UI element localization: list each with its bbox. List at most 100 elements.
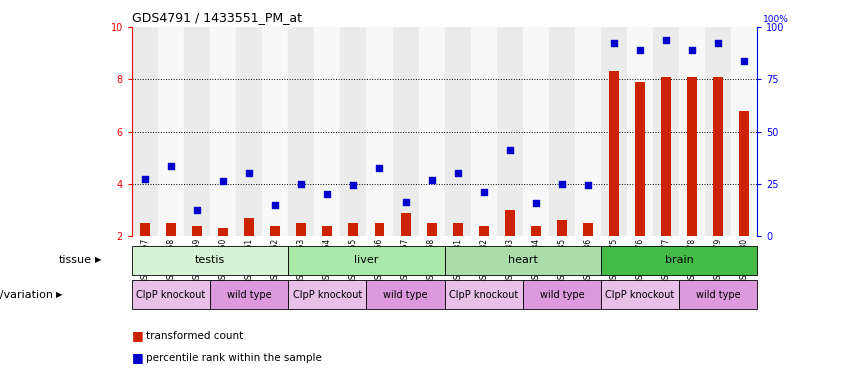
Point (346, 182, 360, 188)
Bar (210, 27, 236, 236)
Bar (288, 27, 314, 236)
Bar (601, 246, 757, 275)
Bar (635, 82, 645, 236)
Point (451, 170, 465, 177)
Text: ClpP knockout: ClpP knockout (136, 290, 206, 300)
Bar (367, 27, 392, 236)
Bar (340, 27, 367, 236)
Bar (401, 213, 410, 236)
Bar (445, 27, 471, 236)
Bar (627, 27, 654, 236)
Bar (445, 246, 601, 275)
Text: heart: heart (508, 255, 538, 265)
Point (425, 177, 438, 183)
Bar (132, 280, 210, 309)
Text: ClpP knockout: ClpP knockout (606, 290, 675, 300)
Point (268, 202, 282, 208)
Bar (731, 27, 757, 236)
Point (138, 175, 151, 182)
Text: brain: brain (665, 255, 694, 265)
Bar (244, 218, 254, 236)
Bar (323, 226, 333, 236)
Point (685, 47, 699, 53)
Text: transformed count: transformed count (146, 331, 243, 341)
Bar (654, 27, 679, 236)
Bar (471, 27, 497, 236)
Bar (705, 27, 731, 236)
Bar (218, 228, 228, 236)
Bar (601, 27, 627, 236)
Bar (609, 71, 619, 236)
Bar (713, 76, 723, 236)
Point (529, 200, 543, 207)
Bar (236, 27, 262, 236)
Bar (210, 280, 288, 309)
Text: ■: ■ (132, 351, 144, 364)
Text: testis: testis (195, 255, 226, 265)
Bar (288, 246, 445, 275)
Point (477, 189, 490, 195)
Point (164, 162, 178, 169)
Text: percentile rank within the sample: percentile rank within the sample (146, 353, 323, 363)
Bar (688, 76, 697, 236)
Bar (262, 27, 288, 236)
Bar (140, 223, 150, 236)
Text: ClpP knockout: ClpP knockout (449, 290, 518, 300)
Bar (271, 226, 280, 236)
Point (321, 191, 334, 197)
Point (243, 170, 256, 177)
Bar (419, 27, 445, 236)
Bar (679, 280, 757, 309)
Point (555, 181, 568, 187)
Point (373, 165, 386, 171)
Point (294, 181, 308, 187)
Bar (348, 223, 358, 236)
Bar (132, 27, 158, 236)
Bar (158, 27, 184, 236)
Bar (314, 27, 340, 236)
Text: 100%: 100% (763, 15, 789, 24)
Bar (549, 27, 575, 236)
Point (633, 47, 647, 53)
Point (660, 37, 673, 43)
Bar (601, 280, 679, 309)
Point (581, 182, 595, 188)
Point (191, 207, 204, 213)
Bar (426, 223, 437, 236)
Text: ▶: ▶ (95, 255, 102, 265)
Text: ■: ■ (132, 329, 144, 343)
Bar (374, 223, 385, 236)
Bar (184, 27, 210, 236)
Text: tissue: tissue (59, 255, 92, 265)
Point (399, 199, 413, 205)
Bar (575, 27, 601, 236)
Point (608, 40, 621, 46)
Bar (557, 220, 567, 236)
Point (738, 58, 751, 64)
Bar (445, 280, 523, 309)
Bar (166, 223, 176, 236)
Text: wild type: wild type (540, 290, 585, 300)
Bar (296, 223, 306, 236)
Bar (505, 210, 515, 236)
Point (711, 40, 725, 46)
Bar (453, 223, 463, 236)
Text: genotype/variation: genotype/variation (0, 290, 54, 300)
Bar (288, 280, 367, 309)
Bar (132, 246, 288, 275)
Text: wild type: wild type (383, 290, 428, 300)
Bar (367, 280, 444, 309)
Bar (523, 27, 549, 236)
Bar (479, 226, 488, 236)
Bar (740, 111, 750, 236)
Text: wild type: wild type (227, 290, 271, 300)
Text: ▶: ▶ (56, 290, 63, 299)
Bar (661, 76, 671, 236)
Text: liver: liver (354, 255, 379, 265)
Bar (497, 27, 523, 236)
Text: ClpP knockout: ClpP knockout (293, 290, 362, 300)
Bar (583, 223, 593, 236)
Bar (392, 27, 419, 236)
Point (503, 147, 517, 153)
Bar (679, 27, 705, 236)
